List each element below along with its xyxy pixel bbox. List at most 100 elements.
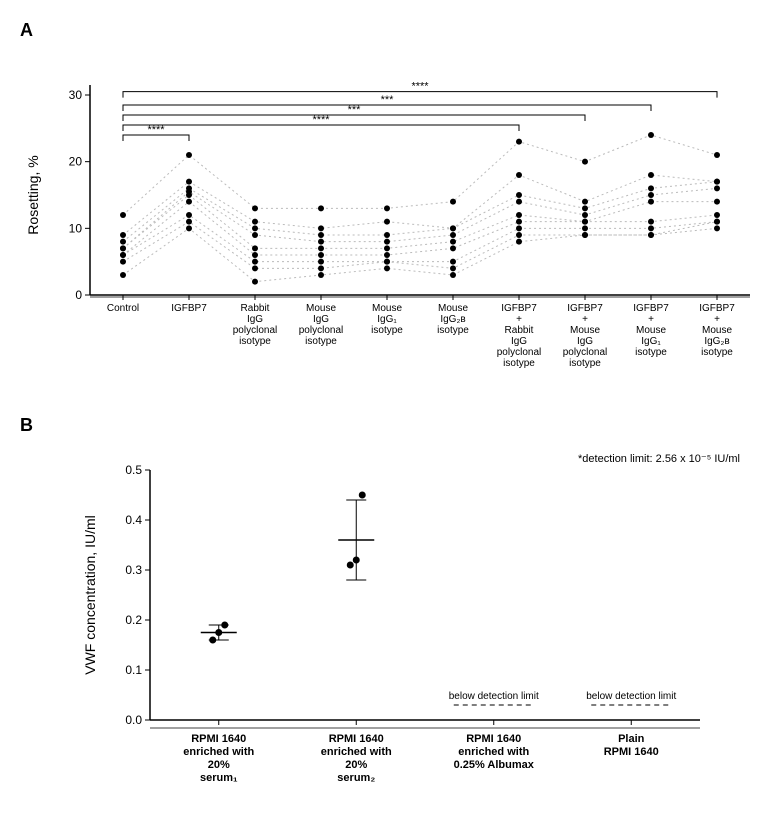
data-point: [252, 252, 258, 258]
series-line: [123, 222, 717, 269]
data-point: [582, 159, 588, 165]
series-line: [123, 175, 717, 235]
data-point: [318, 252, 324, 258]
ytick-label: 10: [69, 221, 83, 235]
data-point: [450, 225, 456, 231]
data-point: [450, 239, 456, 245]
data-point: [318, 265, 324, 271]
data-point: [582, 199, 588, 205]
ytick-label: 0.3: [125, 563, 142, 577]
series-line: [123, 135, 717, 215]
category-label: enriched with: [321, 746, 392, 758]
data-point: [384, 245, 390, 251]
category-label: RPMI 1640: [604, 746, 659, 758]
below-limit-label: below detection limit: [586, 691, 676, 702]
category-label: isotype: [305, 336, 337, 347]
category-label: Mouse: [438, 303, 468, 314]
ytick-label: 0.0: [125, 713, 142, 727]
data-point: [648, 199, 654, 205]
data-point: [318, 232, 324, 238]
y-axis-label: Rosetting, %: [25, 155, 41, 234]
data-point: [252, 279, 258, 285]
data-point: [384, 259, 390, 265]
sig-label: ****: [312, 114, 330, 126]
data-point: [347, 562, 354, 569]
data-point: [384, 265, 390, 271]
category-label: +: [582, 314, 588, 325]
category-label: IGFBP7: [699, 303, 735, 314]
panel-a-chart: 0102030Rosetting, %ControlIGFBP7RabbitIg…: [20, 45, 760, 405]
data-point: [186, 192, 192, 198]
category-label: Mouse: [306, 303, 336, 314]
data-point: [516, 225, 522, 231]
data-point: [120, 252, 126, 258]
data-point: [516, 239, 522, 245]
data-point: [384, 239, 390, 245]
category-label: serum₁: [200, 772, 238, 784]
data-point: [516, 199, 522, 205]
category-label: RPMI 1640: [466, 733, 521, 745]
data-point: [209, 637, 216, 644]
data-point: [516, 219, 522, 225]
sig-label: ***: [381, 94, 395, 106]
category-label: Control: [107, 303, 139, 314]
data-point: [714, 212, 720, 218]
data-point: [384, 232, 390, 238]
data-point: [516, 212, 522, 218]
sig-label: ****: [411, 81, 429, 93]
chart-a-svg: 0102030Rosetting, %ControlIGFBP7RabbitIg…: [20, 45, 760, 405]
data-point: [318, 245, 324, 251]
y-axis-label: VWF concentration, IU/ml: [82, 515, 98, 675]
data-point: [648, 185, 654, 191]
category-label: serum₂: [337, 772, 375, 784]
data-point: [186, 225, 192, 231]
data-point: [359, 492, 366, 499]
category-label: IgG₁: [377, 314, 397, 325]
category-label: Mouse: [702, 325, 732, 336]
data-point: [450, 245, 456, 251]
category-label: isotype: [701, 347, 733, 358]
data-point: [450, 232, 456, 238]
category-label: RPMI 1640: [191, 733, 246, 745]
category-label: IGFBP7: [633, 303, 669, 314]
category-label: +: [648, 314, 654, 325]
data-point: [450, 265, 456, 271]
category-label: Rabbit: [241, 303, 270, 314]
data-point: [648, 172, 654, 178]
data-point: [186, 212, 192, 218]
data-point: [516, 172, 522, 178]
category-label: isotype: [569, 358, 601, 369]
panel-a-label: A: [20, 20, 760, 41]
category-label: IgG₂в: [704, 336, 729, 347]
data-point: [252, 225, 258, 231]
data-point: [582, 205, 588, 211]
category-label: isotype: [437, 325, 469, 336]
below-limit-label: below detection limit: [449, 691, 539, 702]
series-line: [123, 188, 717, 248]
category-label: isotype: [503, 358, 535, 369]
data-point: [120, 245, 126, 251]
data-point: [648, 225, 654, 231]
category-label: IgG₂в: [440, 314, 465, 325]
data-point: [215, 629, 222, 636]
data-point: [450, 272, 456, 278]
category-label: 20%: [345, 759, 367, 771]
data-point: [582, 232, 588, 238]
category-label: Mouse: [570, 325, 600, 336]
category-label: IgG: [247, 314, 263, 325]
series-line: [123, 195, 717, 248]
category-label: isotype: [371, 325, 403, 336]
panel-b-chart: *detection limit: 2.56 x 10⁻⁵ IU/ml0.00.…: [20, 440, 760, 820]
ytick-label: 0.5: [125, 463, 142, 477]
panel-b-label: B: [20, 415, 760, 436]
data-point: [252, 219, 258, 225]
category-label: enriched with: [458, 746, 529, 758]
series-line: [123, 228, 717, 281]
category-label: IGFBP7: [171, 303, 207, 314]
category-label: IgG: [313, 314, 329, 325]
category-label: Rabbit: [505, 325, 534, 336]
data-point: [648, 132, 654, 138]
data-point: [516, 192, 522, 198]
category-label: polyclonal: [563, 347, 607, 358]
category-label: isotype: [635, 347, 667, 358]
